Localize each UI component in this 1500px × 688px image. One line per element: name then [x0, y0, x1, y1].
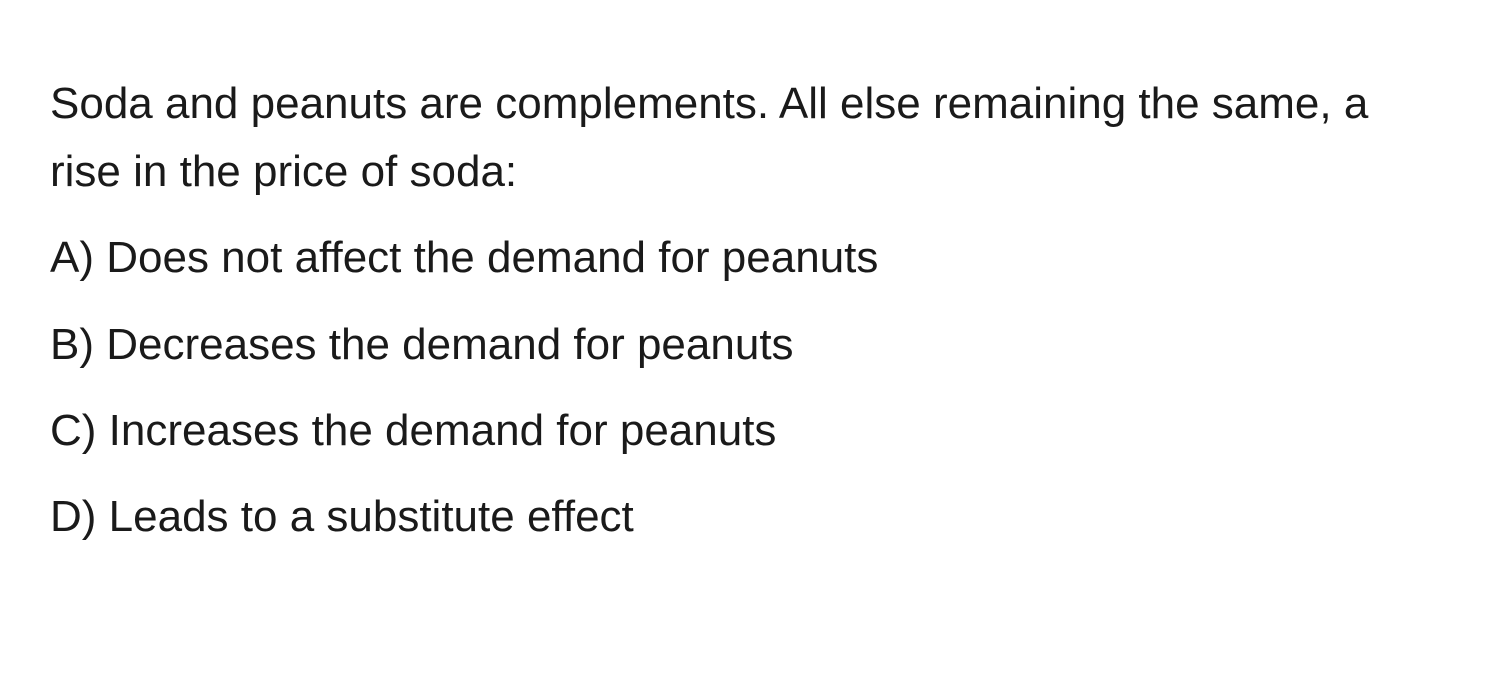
option-c-text: Increases the demand for peanuts: [109, 406, 777, 455]
question-stem: Soda and peanuts are complements. All el…: [50, 70, 1450, 206]
option-a-label: A): [50, 233, 94, 282]
option-d-text: Leads to a substitute effect: [109, 492, 634, 541]
option-c-label: C): [50, 406, 96, 455]
option-b: B) Decreases the demand for peanuts: [50, 311, 1450, 379]
option-a: A) Does not affect the demand for peanut…: [50, 224, 1450, 292]
option-d-label: D): [50, 492, 96, 541]
option-a-text: Does not affect the demand for peanuts: [106, 233, 878, 282]
option-c: C) Increases the demand for peanuts: [50, 397, 1450, 465]
option-b-text: Decreases the demand for peanuts: [106, 320, 793, 369]
option-b-label: B): [50, 320, 94, 369]
option-d: D) Leads to a substitute effect: [50, 483, 1450, 551]
